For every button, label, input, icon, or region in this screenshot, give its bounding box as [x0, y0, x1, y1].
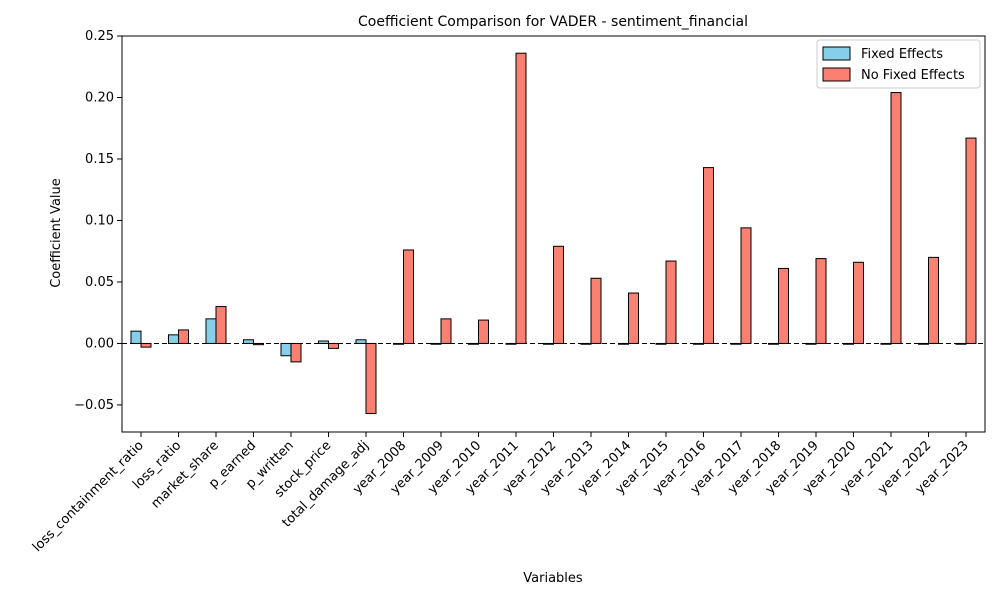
bar-fixed-effects-loss_ratio: [168, 334, 179, 344]
chart-title: Coefficient Comparison for VADER - senti…: [358, 14, 748, 30]
bar-no-fixed-effects-year_2020: [853, 261, 864, 344]
bar-no-fixed-effects-year_2016: [703, 167, 714, 344]
bar-fixed-effects-market_share: [205, 318, 217, 344]
y-tick-label: 0.05: [85, 275, 114, 290]
bar-no-fixed-effects-year_2010: [478, 319, 489, 344]
bar-no-fixed-effects-year_2014: [628, 292, 639, 344]
bar-no-fixed-effects-loss_containment_ratio: [140, 342, 152, 348]
y-tick-label: 0.15: [85, 152, 114, 167]
bar-no-fixed-effects-year_2009: [440, 318, 452, 344]
y-tick-label: 0.20: [85, 90, 114, 105]
x-axis-label: Variables: [523, 571, 583, 586]
bar-no-fixed-effects-year_2015: [665, 260, 677, 344]
bar-no-fixed-effects-p_written: [290, 342, 302, 363]
y-tick-label: 0.10: [85, 213, 114, 228]
bar-fixed-effects-p_written: [280, 342, 292, 357]
legend-label-no-fixed-effects: No Fixed Effects: [861, 68, 965, 83]
y-tick-label: −0.05: [74, 398, 114, 413]
bar-no-fixed-effects-year_2023: [965, 137, 977, 344]
bar-no-fixed-effects-year_2017: [740, 227, 752, 344]
y-axis-ticks: −0.05 0.00 0.05 0.10 0.15 0.20 0.25: [74, 29, 122, 413]
bar-no-fixed-effects-market_share: [215, 306, 227, 344]
y-tick-label: 0.00: [85, 336, 114, 351]
chart-legend: Fixed Effects No Fixed Effects: [816, 39, 981, 89]
bar-fixed-effects-loss_containment_ratio: [130, 330, 142, 344]
bar-no-fixed-effects-loss_ratio: [178, 329, 189, 344]
y-axis-label: Coefficient Value: [49, 178, 64, 288]
bar-no-fixed-effects-year_2018: [778, 267, 789, 344]
bar-fixed-effects-total_damage_adj: [355, 339, 367, 344]
legend-label-fixed-effects: Fixed Effects: [861, 47, 943, 62]
bar-no-fixed-effects-year_2008: [403, 249, 414, 344]
bar-no-fixed-effects-year_2022: [928, 256, 939, 344]
bar-no-fixed-effects-year_2019: [815, 258, 827, 344]
bar-no-fixed-effects-year_2012: [553, 245, 564, 344]
legend-box: [816, 39, 981, 89]
bar-no-fixed-effects-year_2021: [890, 92, 902, 344]
bar-no-fixed-effects-year_2011: [515, 52, 527, 344]
y-tick-label: 0.25: [85, 29, 114, 44]
legend-swatch-no-fixed-effects: [822, 67, 851, 82]
legend-swatch-fixed-effects: [822, 46, 851, 61]
bar-no-fixed-effects-stock_price: [328, 342, 339, 349]
bar-no-fixed-effects-total_damage_adj: [365, 342, 377, 415]
bar-no-fixed-effects-year_2013: [590, 277, 602, 344]
bar-fixed-effects-p_earned: [243, 339, 254, 344]
